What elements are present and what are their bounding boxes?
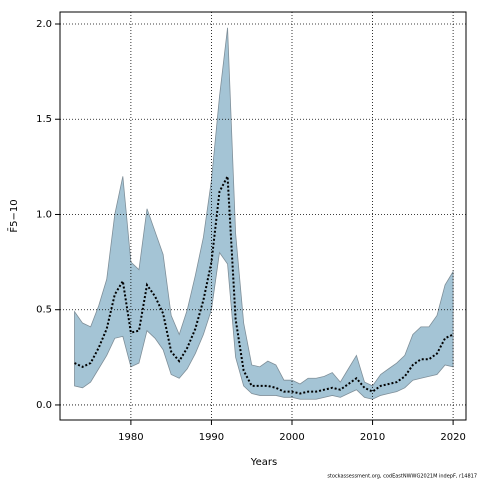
x-tick-label: 2010 <box>360 432 385 443</box>
y-tick-label: 2.0 <box>36 19 52 30</box>
confidence-band <box>74 27 454 400</box>
line <box>74 172 454 395</box>
x-tick-label: 1980 <box>118 432 143 443</box>
y-axis-label: F̄5−10 <box>7 199 20 232</box>
plot-frame <box>59 11 467 421</box>
x-tick-label: 1990 <box>199 432 224 443</box>
x-tick-label: 2000 <box>279 432 304 443</box>
x-tick-label: 2020 <box>440 432 465 443</box>
y-tick-label: 0.0 <box>36 400 52 411</box>
x-axis-label: Years <box>250 457 277 468</box>
y-tick-label: 1.5 <box>36 114 52 125</box>
y-tick-label: 1.0 <box>36 209 52 220</box>
footnote: stockassessment.org, codEastNWWG2021M in… <box>327 474 477 480</box>
y-tick-label: 0.5 <box>36 305 52 316</box>
